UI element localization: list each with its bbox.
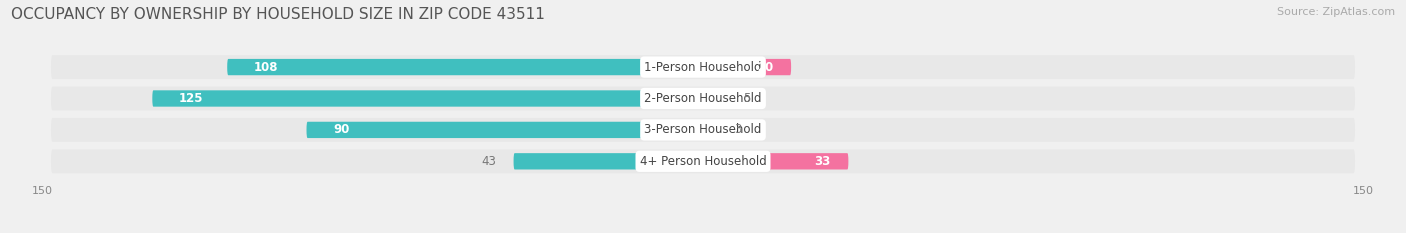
FancyBboxPatch shape: [703, 153, 848, 169]
Text: 1-Person Household: 1-Person Household: [644, 61, 762, 74]
Text: 3: 3: [734, 123, 741, 136]
Text: 43: 43: [481, 155, 496, 168]
FancyBboxPatch shape: [51, 86, 1355, 110]
Text: 20: 20: [758, 61, 773, 74]
Text: 4+ Person Household: 4+ Person Household: [640, 155, 766, 168]
FancyBboxPatch shape: [307, 122, 703, 138]
FancyBboxPatch shape: [51, 118, 1355, 142]
Legend: Owner-occupied, Renter-occupied: Owner-occupied, Renter-occupied: [583, 230, 823, 233]
FancyBboxPatch shape: [703, 59, 792, 75]
FancyBboxPatch shape: [513, 153, 703, 169]
Text: 3-Person Household: 3-Person Household: [644, 123, 762, 136]
Text: 33: 33: [814, 155, 831, 168]
Text: OCCUPANCY BY OWNERSHIP BY HOUSEHOLD SIZE IN ZIP CODE 43511: OCCUPANCY BY OWNERSHIP BY HOUSEHOLD SIZE…: [11, 7, 546, 22]
FancyBboxPatch shape: [152, 90, 703, 107]
Text: Source: ZipAtlas.com: Source: ZipAtlas.com: [1277, 7, 1395, 17]
FancyBboxPatch shape: [228, 59, 703, 75]
Text: 125: 125: [179, 92, 204, 105]
FancyBboxPatch shape: [51, 55, 1355, 79]
FancyBboxPatch shape: [51, 149, 1355, 173]
Text: 90: 90: [333, 123, 349, 136]
FancyBboxPatch shape: [703, 122, 716, 138]
FancyBboxPatch shape: [703, 90, 725, 107]
Text: 108: 108: [253, 61, 278, 74]
Text: 5: 5: [742, 92, 749, 105]
Text: 2-Person Household: 2-Person Household: [644, 92, 762, 105]
